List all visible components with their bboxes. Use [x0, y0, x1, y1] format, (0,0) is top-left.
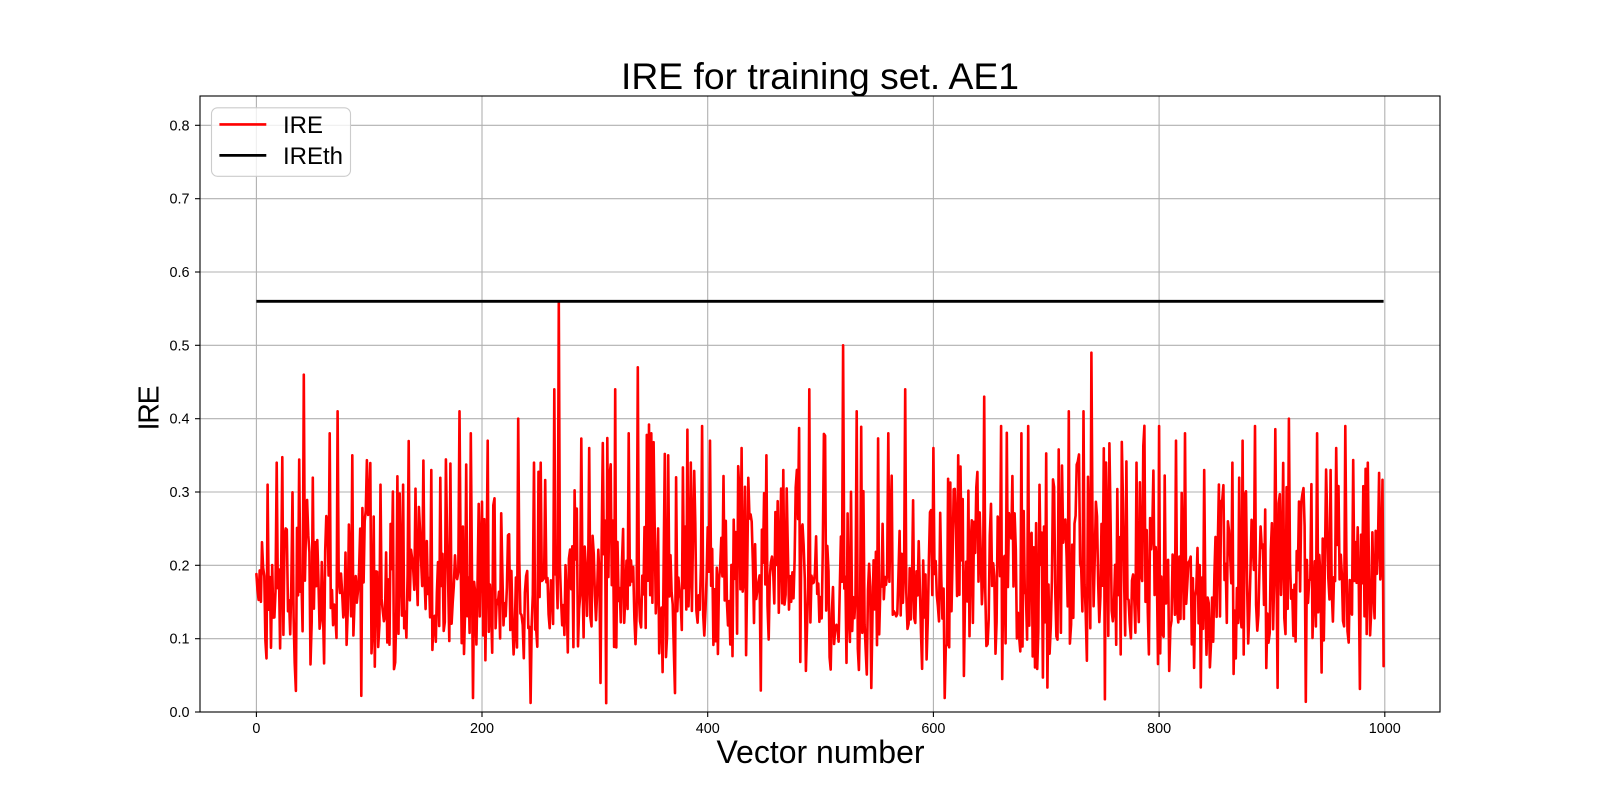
svg-text:0.0: 0.0 — [169, 705, 189, 721]
svg-text:0.2: 0.2 — [169, 558, 189, 574]
svg-text:IRE: IRE — [283, 112, 323, 139]
svg-text:0.6: 0.6 — [169, 265, 189, 281]
svg-text:0.4: 0.4 — [169, 412, 189, 428]
svg-text:600: 600 — [921, 721, 945, 737]
svg-text:0.5: 0.5 — [169, 338, 189, 354]
svg-text:800: 800 — [1147, 721, 1171, 737]
svg-text:IRE: IRE — [134, 386, 166, 430]
svg-text:1000: 1000 — [1369, 721, 1401, 737]
svg-text:0.1: 0.1 — [169, 632, 189, 648]
svg-text:IREth: IREth — [283, 143, 343, 170]
svg-text:Vector number: Vector number — [716, 734, 924, 770]
svg-text:200: 200 — [470, 721, 494, 737]
svg-text:0: 0 — [252, 721, 260, 737]
svg-text:IRE for training set. AE1: IRE for training set. AE1 — [621, 55, 1019, 97]
svg-text:0.7: 0.7 — [169, 192, 189, 208]
svg-text:0.8: 0.8 — [169, 118, 189, 134]
svg-text:0.3: 0.3 — [169, 485, 189, 501]
svg-text:400: 400 — [696, 721, 720, 737]
